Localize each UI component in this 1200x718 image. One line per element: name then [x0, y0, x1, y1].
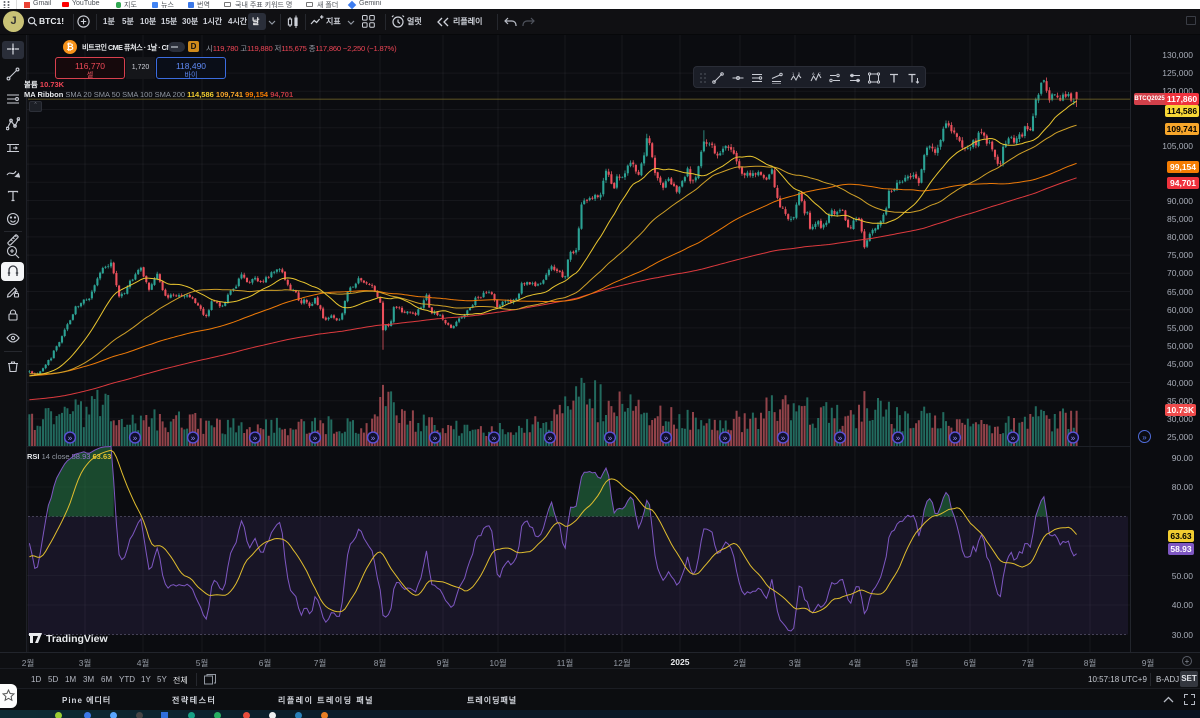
svg-text:1: 1 [792, 72, 795, 76]
svg-text:A: A [812, 72, 815, 76]
svg-text:»: » [371, 433, 376, 442]
svg-text:»: » [492, 433, 497, 442]
svg-text:»: » [253, 433, 258, 442]
svg-text:»: » [1071, 433, 1076, 442]
svg-text:»: » [896, 433, 901, 442]
svg-text:»: » [1011, 433, 1016, 442]
svg-text:»: » [838, 433, 843, 442]
svg-text:»: » [191, 433, 196, 442]
svg-text:»: » [953, 433, 958, 442]
svg-text:»: » [433, 433, 438, 442]
svg-text:»: » [723, 433, 728, 442]
svg-text:»: » [664, 433, 669, 442]
svg-text:»: » [313, 433, 318, 442]
svg-text:»: » [608, 433, 613, 442]
svg-text:»: » [68, 433, 73, 442]
svg-text:»: » [133, 433, 138, 442]
svg-text:»: » [548, 433, 553, 442]
svg-text:»: » [781, 433, 786, 442]
svg-text:C: C [818, 72, 821, 76]
svg-text:5: 5 [798, 72, 801, 76]
